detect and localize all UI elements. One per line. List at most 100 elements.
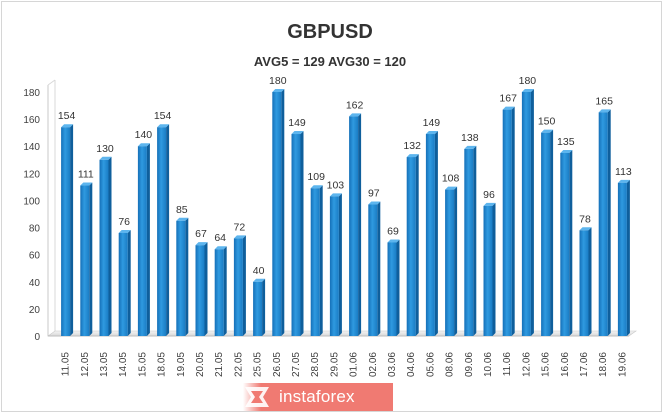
bar-side <box>89 182 93 336</box>
bar-front <box>195 245 205 336</box>
bar <box>502 106 515 336</box>
bar-top <box>272 89 285 92</box>
x-tick-label: 21.05 <box>214 352 225 377</box>
x-tick-label: 12.06 <box>521 352 532 377</box>
bar-front <box>349 116 359 337</box>
bar-side <box>300 131 304 336</box>
bar <box>195 242 208 336</box>
bar-side <box>108 156 112 336</box>
bar-top <box>157 124 170 128</box>
bar <box>445 186 458 336</box>
y-tick-label: 160 <box>23 115 40 126</box>
x-tick-label: 19.05 <box>176 352 187 377</box>
data-label: 138 <box>461 132 479 144</box>
data-label: 162 <box>346 99 364 111</box>
bar-front <box>80 185 90 336</box>
bar-top <box>310 185 323 189</box>
y-tick-label: 140 <box>23 142 40 153</box>
bar-side <box>127 229 131 336</box>
x-tick-label: 04.06 <box>406 352 417 377</box>
bar <box>560 150 573 336</box>
bar-side <box>434 131 438 336</box>
bar <box>99 156 112 336</box>
x-tick-label: 17.06 <box>579 352 590 377</box>
bar <box>329 193 342 336</box>
bar-side <box>319 185 323 336</box>
bar <box>541 129 554 336</box>
bar <box>61 124 74 336</box>
bar-top <box>579 227 592 231</box>
bar-front <box>579 230 589 336</box>
bar <box>464 145 477 336</box>
bar-side <box>146 143 150 336</box>
bar-front <box>61 127 71 336</box>
x-tick-label: 29.05 <box>329 352 340 377</box>
y-axis-ticks: 0 20 40 60 80 100 120 140 160 180 <box>23 88 40 343</box>
bar-top <box>406 154 419 158</box>
bar-front <box>233 238 243 336</box>
bar-side <box>511 106 515 336</box>
bars <box>61 89 630 337</box>
bar-front <box>368 204 378 336</box>
x-axis-ticks: 11.05 12.05 13.05 14.05 15.05 18.05 19.05 20.05… <box>61 352 629 377</box>
bar-front <box>118 232 128 336</box>
bar <box>598 109 611 336</box>
bar-side <box>492 202 496 336</box>
bar-top <box>617 179 630 183</box>
bar-side <box>185 217 189 336</box>
bar-front <box>157 127 167 336</box>
bar-top <box>176 217 189 221</box>
data-label: 69 <box>387 225 399 237</box>
data-label: 103 <box>327 179 345 191</box>
data-label: 109 <box>307 171 325 183</box>
bar <box>176 217 189 336</box>
bar <box>233 235 246 336</box>
y-tick-label: 60 <box>29 251 41 262</box>
bar <box>387 239 400 336</box>
bar-top <box>445 186 458 190</box>
x-tick-label: 14.05 <box>118 352 129 377</box>
bar-top <box>233 235 246 239</box>
bar <box>80 182 93 336</box>
bar-side <box>550 129 554 336</box>
data-label: 165 <box>595 95 613 107</box>
bar-front <box>176 220 186 336</box>
bar-side <box>626 179 630 336</box>
bar-side <box>70 124 74 336</box>
x-tick-label: 28.05 <box>310 352 321 377</box>
x-tick-label: 10.06 <box>483 352 494 377</box>
x-tick-label: 22.05 <box>233 352 244 377</box>
bar-side <box>530 89 534 336</box>
bar-front <box>598 112 608 336</box>
watermark-text: instaforex <box>279 387 355 406</box>
x-tick-label: 12.05 <box>80 352 91 377</box>
bar-side <box>377 201 381 336</box>
bar-top <box>464 145 477 149</box>
bar-top <box>349 113 362 117</box>
bar-side <box>223 246 227 336</box>
data-label: 67 <box>195 228 207 240</box>
bar-top <box>99 156 112 160</box>
x-tick-label: 11.05 <box>61 352 72 377</box>
data-label: 135 <box>557 136 575 148</box>
bar <box>137 143 150 336</box>
bar-front <box>483 205 493 336</box>
bar-top <box>214 246 227 250</box>
bar-side <box>281 89 285 336</box>
bar <box>291 131 304 336</box>
bar <box>118 229 131 336</box>
bar-top <box>61 124 74 128</box>
data-label: 180 <box>269 75 287 87</box>
bar-side <box>607 109 611 336</box>
data-label: 64 <box>214 232 226 244</box>
x-tick-label: 01.06 <box>349 352 360 377</box>
x-tick-label: 11.06 <box>502 352 513 377</box>
data-label: 76 <box>118 216 130 228</box>
bar-front <box>291 134 301 336</box>
bar <box>349 113 362 337</box>
data-label: 154 <box>154 110 172 122</box>
bar <box>157 124 170 336</box>
x-tick-label: 18.06 <box>598 352 609 377</box>
instaforex-logo-icon <box>243 383 273 411</box>
data-label: 140 <box>135 129 153 141</box>
